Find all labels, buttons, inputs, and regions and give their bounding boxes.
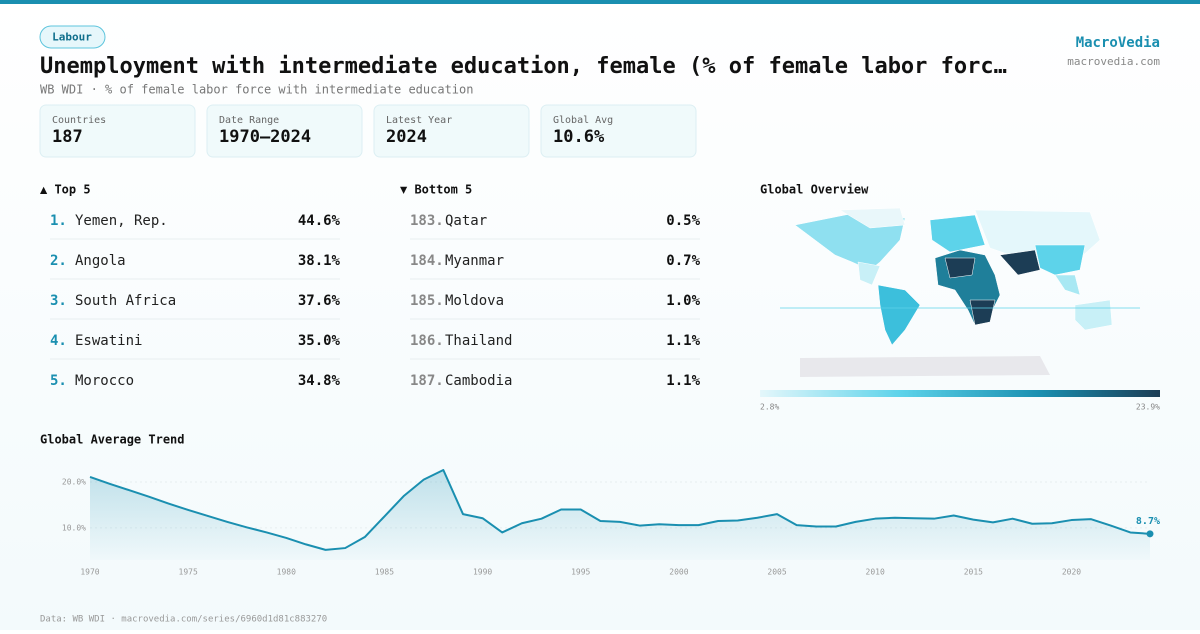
country: Myanmar bbox=[445, 253, 504, 269]
country: Yemen, Rep. bbox=[75, 213, 168, 229]
stat-value: 10.6% bbox=[553, 127, 605, 147]
value: 35.0% bbox=[298, 333, 341, 349]
brand: MacroVedia bbox=[1076, 35, 1160, 51]
x-tick-label: 1970 bbox=[80, 568, 99, 577]
title: Unemployment with intermediate education… bbox=[40, 54, 1007, 79]
area bbox=[90, 470, 1150, 560]
rank: 4. bbox=[50, 333, 67, 349]
top-bar bbox=[0, 0, 1200, 4]
stat-card bbox=[39, 104, 196, 158]
x-tick-label: 2015 bbox=[964, 568, 983, 577]
legend-min: 2.8% bbox=[760, 403, 779, 412]
map-title: Global Overview bbox=[760, 183, 869, 197]
subtitle: WB WDI · % of female labor force with in… bbox=[40, 83, 473, 97]
value: 34.8% bbox=[298, 373, 341, 389]
footer: Data: WB WDI · macrovedia.com/series/696… bbox=[40, 615, 327, 625]
y-tick-label: 10.0% bbox=[62, 523, 86, 532]
rank: 2. bbox=[50, 253, 67, 269]
world-map bbox=[780, 207, 1140, 377]
country: Angola bbox=[75, 253, 126, 269]
value: 0.5% bbox=[666, 213, 700, 229]
color-scale bbox=[760, 390, 1160, 397]
rank: 186. bbox=[410, 333, 444, 349]
x-tick-label: 1995 bbox=[571, 568, 590, 577]
rank: 3. bbox=[50, 293, 67, 309]
x-tick-label: 2010 bbox=[866, 568, 885, 577]
rank: 184. bbox=[410, 253, 444, 269]
stat-card bbox=[206, 104, 363, 158]
legend-max: 23.9% bbox=[1136, 403, 1160, 412]
rank: 185. bbox=[410, 293, 444, 309]
x-tick-label: 1985 bbox=[375, 568, 394, 577]
stat-card bbox=[373, 104, 530, 158]
value: 37.6% bbox=[298, 293, 341, 309]
x-tick-label: 2020 bbox=[1062, 568, 1081, 577]
stat-label: Countries bbox=[52, 115, 106, 126]
list-title: ▲ Top 5 bbox=[40, 183, 91, 197]
chart-title: Global Average Trend bbox=[40, 433, 185, 447]
tag: Labour bbox=[52, 31, 92, 44]
list-title: ▼ Bottom 5 bbox=[400, 183, 472, 197]
value: 44.6% bbox=[298, 213, 341, 229]
x-tick-label: 2005 bbox=[767, 568, 786, 577]
tag-pill bbox=[39, 25, 106, 49]
x-tick-label: 1975 bbox=[179, 568, 198, 577]
stat-value: 1970–2024 bbox=[219, 127, 311, 147]
end-point bbox=[1146, 530, 1154, 538]
country: Eswatini bbox=[75, 333, 142, 349]
stat-value: 2024 bbox=[386, 127, 427, 147]
x-tick-label: 2000 bbox=[669, 568, 688, 577]
x-tick-label: 1990 bbox=[473, 568, 492, 577]
rank: 187. bbox=[410, 373, 444, 389]
country: Morocco bbox=[75, 373, 134, 389]
stat-card bbox=[540, 104, 697, 158]
site: macrovedia.com bbox=[1067, 55, 1160, 68]
line bbox=[89, 469, 1151, 551]
stat-label: Global Avg bbox=[553, 115, 613, 126]
country: South Africa bbox=[75, 293, 176, 309]
value: 38.1% bbox=[298, 253, 341, 269]
y-tick-label: 20.0% bbox=[62, 477, 86, 486]
country: Cambodia bbox=[445, 373, 512, 389]
rank: 183. bbox=[410, 213, 444, 229]
country: Qatar bbox=[445, 213, 487, 229]
value: 0.7% bbox=[666, 253, 700, 269]
value: 1.0% bbox=[666, 293, 700, 309]
stat-label: Date Range bbox=[219, 115, 279, 126]
stat-label: Latest Year bbox=[386, 115, 452, 126]
rank: 5. bbox=[50, 373, 67, 389]
country: Thailand bbox=[445, 333, 512, 349]
value: 1.1% bbox=[666, 373, 700, 389]
stat-value: 187 bbox=[52, 127, 83, 147]
rank: 1. bbox=[50, 213, 67, 229]
value: 1.1% bbox=[666, 333, 700, 349]
x-tick-label: 1980 bbox=[277, 568, 296, 577]
country: Moldova bbox=[445, 293, 504, 309]
value-label: 8.7% bbox=[1136, 516, 1160, 527]
